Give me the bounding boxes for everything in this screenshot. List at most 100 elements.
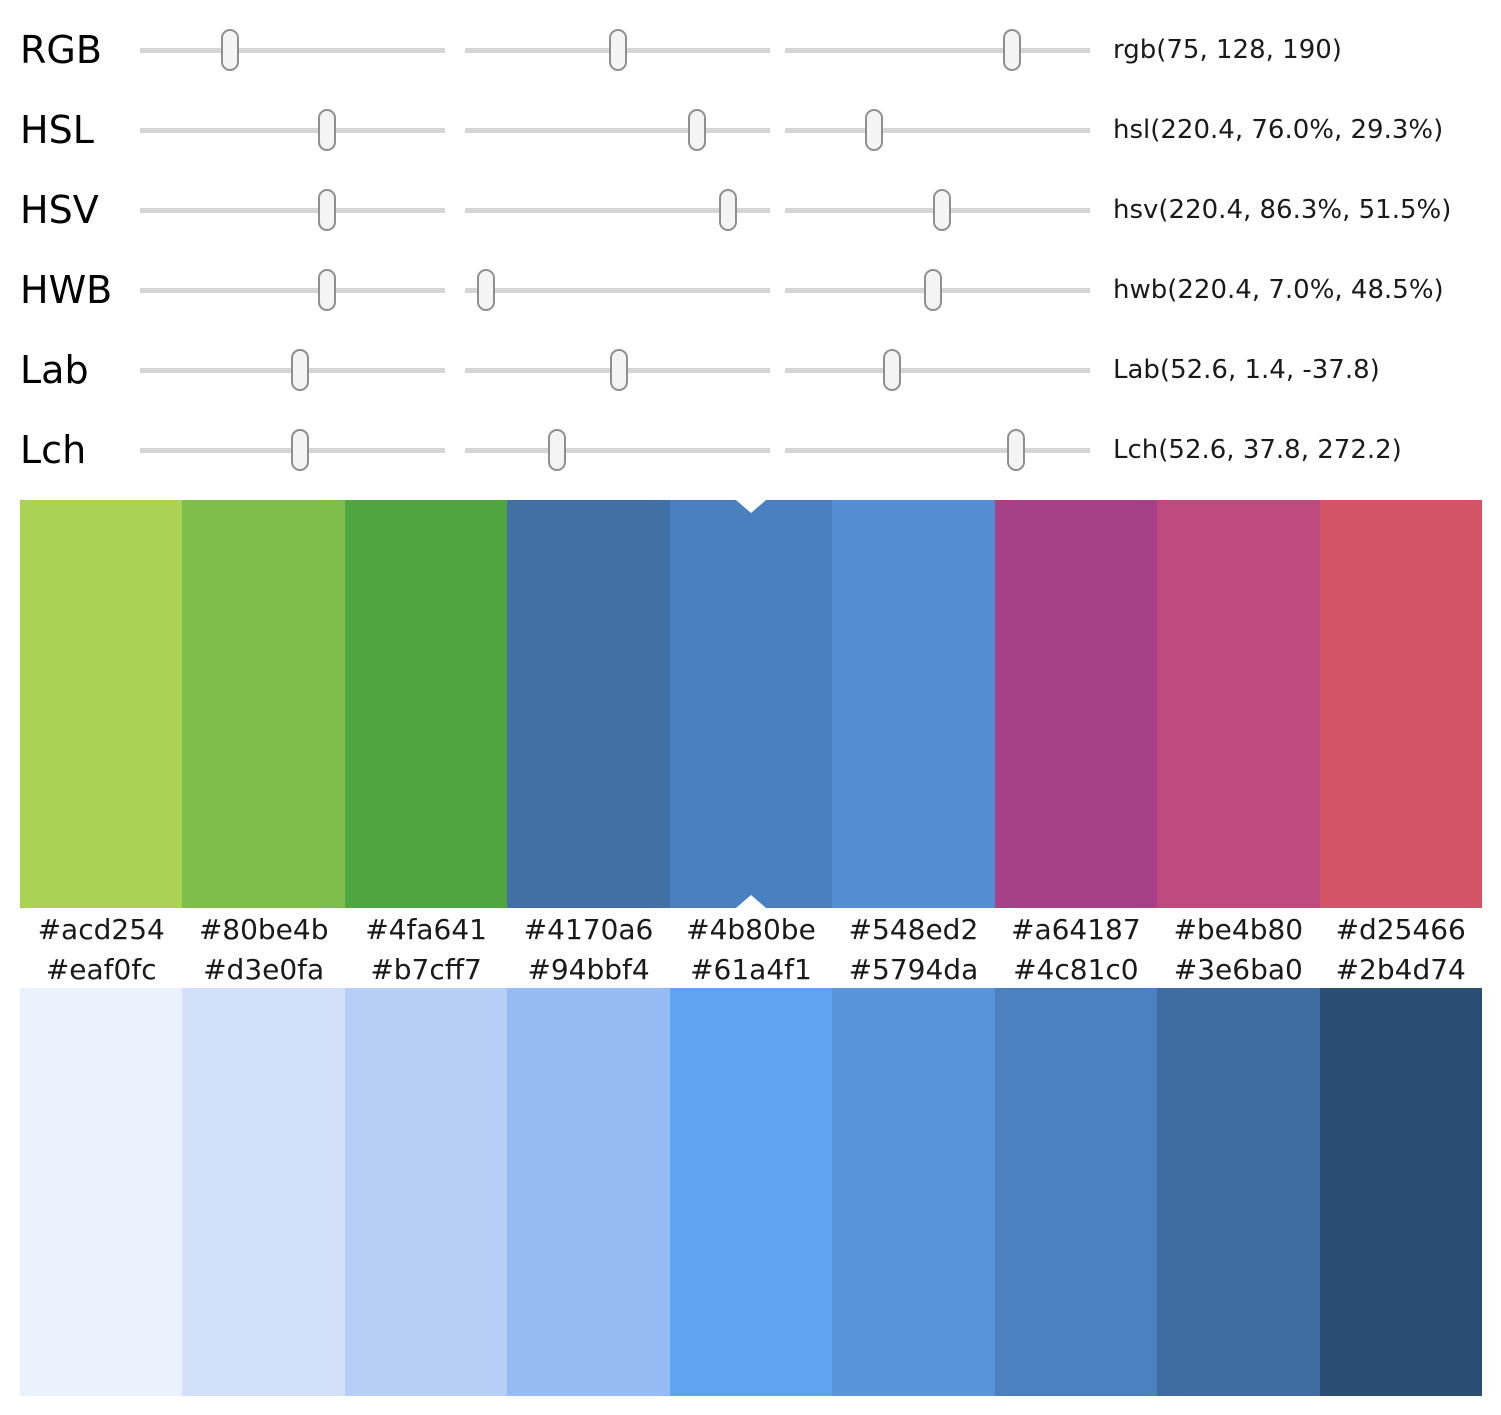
shade-swatch-2[interactable] xyxy=(344,988,508,1396)
slider-rgb-channel-2[interactable] xyxy=(785,27,1090,73)
shade-swatch-0[interactable] xyxy=(20,988,183,1396)
color-model-label-hsv: HSV xyxy=(20,188,99,232)
hue-hex-label-4: #4b80be xyxy=(686,912,816,946)
color-value-text-lab: Lab(52.6, 1.4, -37.8) xyxy=(1113,355,1380,385)
slider-track[interactable] xyxy=(785,127,1090,133)
shade-hex-label-1: #d3e0fa xyxy=(203,952,325,986)
slider-thumb[interactable] xyxy=(291,429,310,471)
slider-thumb[interactable] xyxy=(317,189,336,231)
slider-track[interactable] xyxy=(785,47,1090,53)
color-value-text-hwb: hwb(220.4, 7.0%, 48.5%) xyxy=(1113,275,1444,305)
slider-row-rgb: RGB rgb(75, 128, 190) xyxy=(0,10,1501,90)
slider-thumb[interactable] xyxy=(719,189,738,231)
slider-lab-channel-0[interactable] xyxy=(140,347,445,393)
color-model-label-hwb: HWB xyxy=(20,268,113,312)
slider-thumb[interactable] xyxy=(883,349,902,391)
slider-panel: RGB rgb(75, 128, 190) HSL hsl(220.4, 76.0%,… xyxy=(0,0,1501,490)
shade-hex-label-2: #b7cff7 xyxy=(370,952,482,986)
slider-rgb-channel-0[interactable] xyxy=(140,27,445,73)
slider-hsl-channel-1[interactable] xyxy=(465,107,770,153)
hue-hex-label-1: #80be4b xyxy=(198,912,329,946)
hue-swatch-5[interactable] xyxy=(832,500,995,908)
slider-hsl-channel-0[interactable] xyxy=(140,107,445,153)
hue-hex-label-8: #d25466 xyxy=(1335,912,1466,946)
color-value-text-lch: Lch(52.6, 37.8, 272.2) xyxy=(1113,435,1402,465)
slider-track[interactable] xyxy=(785,447,1090,453)
shade-hex-label-3: #94bbf4 xyxy=(527,952,650,986)
color-model-label-lch: Lch xyxy=(20,428,87,472)
shade-swatch-8[interactable] xyxy=(1319,988,1482,1396)
slider-track[interactable] xyxy=(140,287,445,293)
slider-track[interactable] xyxy=(465,207,770,213)
shade-swatch-6[interactable] xyxy=(994,988,1158,1396)
shade-swatch-4[interactable] xyxy=(669,988,833,1396)
slider-hwb-channel-2[interactable] xyxy=(785,267,1090,313)
slider-hsv-channel-1[interactable] xyxy=(465,187,770,233)
slider-thumb[interactable] xyxy=(477,269,496,311)
slider-lch-channel-2[interactable] xyxy=(785,427,1090,473)
shade-hex-label-0: #eaf0fc xyxy=(45,952,157,986)
slider-thumb[interactable] xyxy=(1006,429,1025,471)
hue-swatch-4-selected[interactable] xyxy=(669,500,833,908)
hue-swatch-6[interactable] xyxy=(994,500,1158,908)
slider-thumb[interactable] xyxy=(923,269,942,311)
hue-hex-label-0: #acd254 xyxy=(37,912,165,946)
slider-thumb[interactable] xyxy=(220,29,239,71)
hue-swatch-3[interactable] xyxy=(507,500,670,908)
hue-hex-label-6: #a64187 xyxy=(1010,912,1141,946)
slider-thumb[interactable] xyxy=(317,269,336,311)
slider-thumb[interactable] xyxy=(610,349,629,391)
slider-lch-channel-1[interactable] xyxy=(465,427,770,473)
slider-thumb[interactable] xyxy=(865,109,884,151)
color-value-text-rgb: rgb(75, 128, 190) xyxy=(1113,35,1342,65)
slider-track[interactable] xyxy=(465,447,770,453)
slider-thumb[interactable] xyxy=(687,109,706,151)
shade-swatch-3[interactable] xyxy=(507,988,670,1396)
hue-hex-labels: #acd254 #80be4b #4fa641 #4170a6 #4b80be #548e… xyxy=(20,908,1482,950)
hue-swatch-1[interactable] xyxy=(182,500,345,908)
slider-thumb[interactable] xyxy=(1003,29,1022,71)
slider-rgb-channel-1[interactable] xyxy=(465,27,770,73)
slider-lab-channel-1[interactable] xyxy=(465,347,770,393)
slider-thumb[interactable] xyxy=(933,189,952,231)
slider-lab-channel-2[interactable] xyxy=(785,347,1090,393)
shade-hex-label-5: #5794da xyxy=(848,952,979,986)
shade-hex-label-7: #3e6ba0 xyxy=(1173,952,1303,986)
hue-swatch-7[interactable] xyxy=(1157,500,1320,908)
hue-swatch-8[interactable] xyxy=(1319,500,1482,908)
color-model-label-rgb: RGB xyxy=(20,28,102,72)
slider-hsl-channel-2[interactable] xyxy=(785,107,1090,153)
shade-swatch-5[interactable] xyxy=(832,988,995,1396)
slider-hwb-channel-0[interactable] xyxy=(140,267,445,313)
shade-hex-label-4: #61a4f1 xyxy=(690,952,812,986)
slider-thumb[interactable] xyxy=(317,109,336,151)
shade-hex-label-8: #2b4d74 xyxy=(1335,952,1466,986)
shade-palette xyxy=(20,988,1482,1396)
slider-track[interactable] xyxy=(465,127,770,133)
slider-track[interactable] xyxy=(465,287,770,293)
slider-thumb[interactable] xyxy=(548,429,567,471)
shade-swatch-7[interactable] xyxy=(1157,988,1320,1396)
slider-hsv-channel-0[interactable] xyxy=(140,187,445,233)
slider-track[interactable] xyxy=(140,127,445,133)
slider-hsv-channel-2[interactable] xyxy=(785,187,1090,233)
slider-row-hsv: HSV hsv(220.4, 86.3%, 51.5%) xyxy=(0,170,1501,250)
slider-track[interactable] xyxy=(140,207,445,213)
hue-swatch-2[interactable] xyxy=(344,500,508,908)
slider-track[interactable] xyxy=(140,47,445,53)
slider-thumb[interactable] xyxy=(291,349,310,391)
hue-hex-label-3: #4170a6 xyxy=(523,912,654,946)
slider-track[interactable] xyxy=(785,367,1090,373)
hue-swatch-0[interactable] xyxy=(20,500,183,908)
shade-hex-labels: #eaf0fc #d3e0fa #b7cff7 #94bbf4 #61a4f1 #5794… xyxy=(20,950,1482,988)
color-model-label-lab: Lab xyxy=(20,348,89,392)
slider-lch-channel-0[interactable] xyxy=(140,427,445,473)
shade-hex-label-6: #4c81c0 xyxy=(1013,952,1139,986)
slider-row-hwb: HWB hwb(220.4, 7.0%, 48.5%) xyxy=(0,250,1501,330)
shade-swatch-1[interactable] xyxy=(182,988,345,1396)
slider-row-lch: Lch Lch(52.6, 37.8, 272.2) xyxy=(0,410,1501,490)
slider-thumb[interactable] xyxy=(609,29,628,71)
slider-row-hsl: HSL hsl(220.4, 76.0%, 29.3%) xyxy=(0,90,1501,170)
color-model-label-hsl: HSL xyxy=(20,108,94,152)
slider-hwb-channel-1[interactable] xyxy=(465,267,770,313)
